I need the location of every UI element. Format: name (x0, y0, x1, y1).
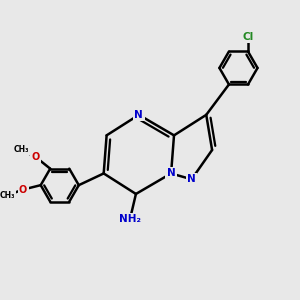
Text: O: O (19, 184, 27, 195)
Text: CH₃: CH₃ (0, 191, 15, 200)
Text: N: N (134, 110, 143, 120)
Text: N: N (167, 168, 176, 178)
Text: O: O (32, 152, 40, 162)
Text: Cl: Cl (242, 32, 253, 42)
Text: N: N (134, 110, 143, 120)
Text: N: N (187, 174, 196, 184)
Text: CH₃: CH₃ (13, 145, 29, 154)
Text: NH₂: NH₂ (119, 214, 141, 224)
